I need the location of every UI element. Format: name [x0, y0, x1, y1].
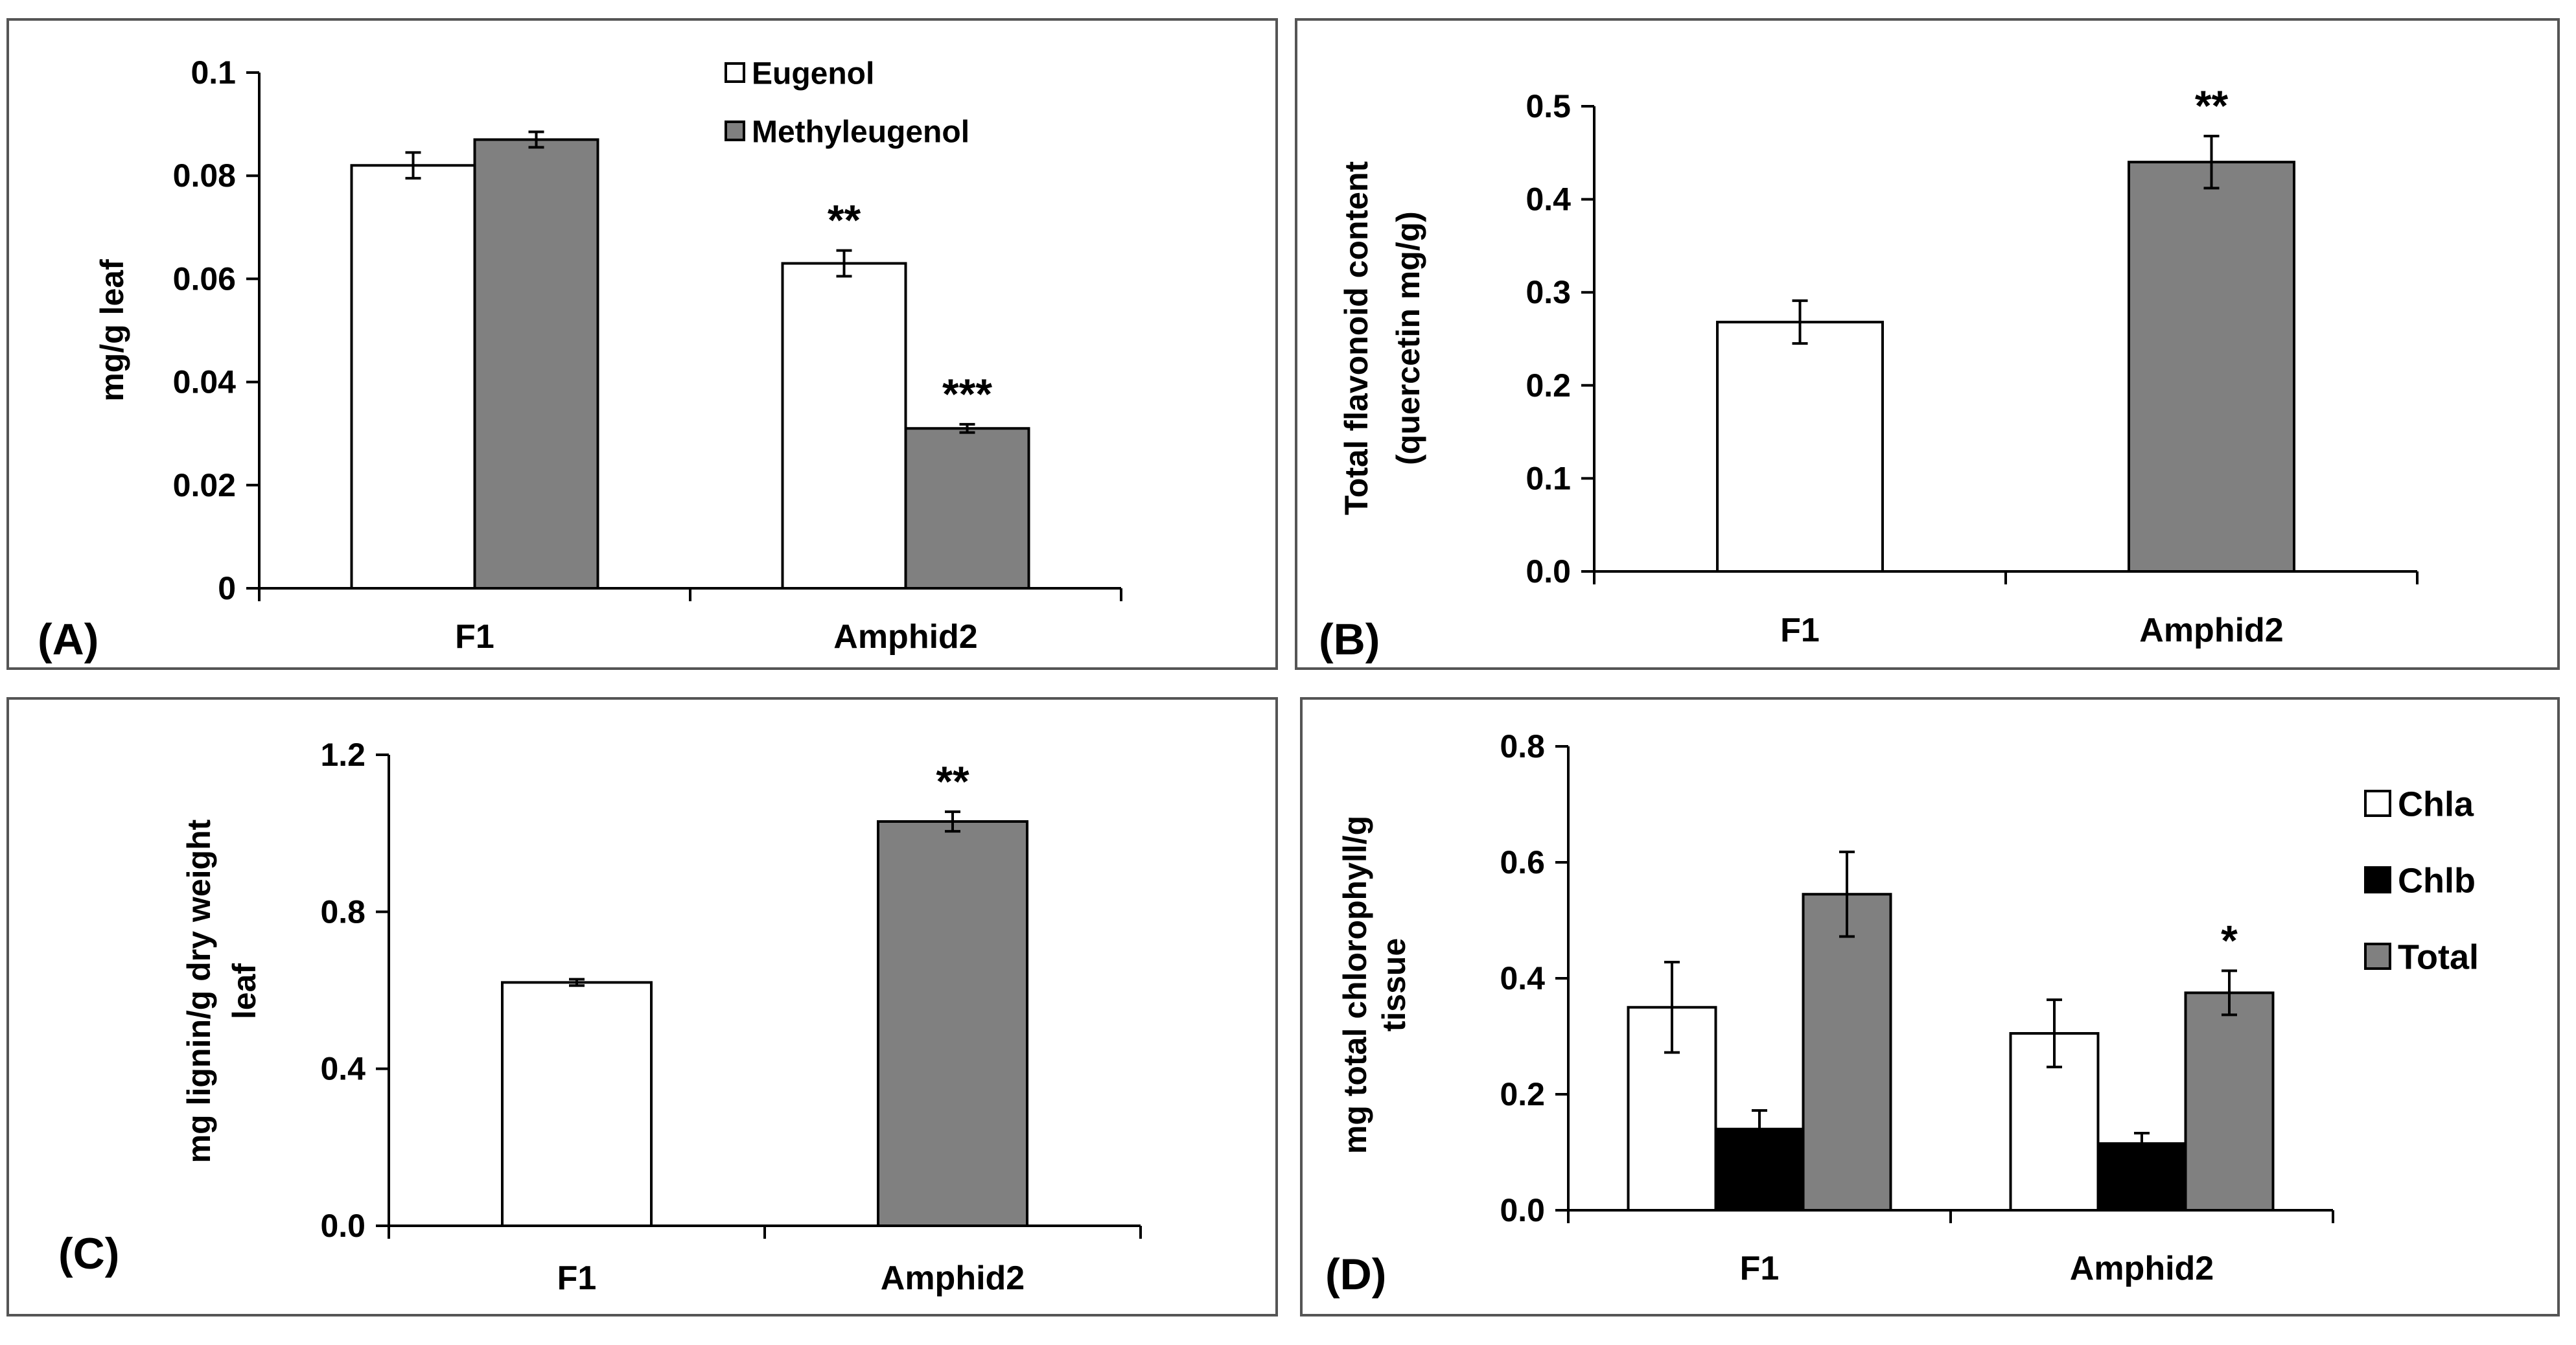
bar: [1716, 321, 1884, 573]
y-tick-label: 0.8: [1500, 728, 1545, 764]
y-tick-label: 0.1: [191, 54, 236, 91]
bar: [1802, 893, 1892, 1212]
legend-label: Eugenol: [752, 56, 874, 91]
y-tick-label: 0.02: [173, 467, 236, 503]
y-tick-label: 0.1: [1526, 460, 1571, 496]
y-tick-label: 0.06: [173, 260, 236, 297]
significance-label: ***: [942, 370, 992, 418]
legend-label: Total: [2398, 937, 2479, 976]
panel-label: (B): [1319, 615, 1380, 664]
y-axis-label: Total flavonoid content: [1338, 161, 1375, 516]
bar: [501, 981, 653, 1227]
y-tick-label: 0.2: [1526, 367, 1571, 404]
legend-swatch: [2364, 790, 2391, 817]
legend-label: Chla: [2398, 785, 2474, 823]
chart-panel-2: 0.0 0.1 0.2 0.3 0.4 0.5 F1 Amphid2 Total flavono…: [1295, 18, 2560, 670]
legend-swatch: [725, 62, 745, 83]
y-axis-label: tissue: [1376, 938, 1412, 1032]
bar: [904, 427, 1030, 590]
legend-swatch: [725, 121, 745, 141]
panel-label: (C): [58, 1229, 119, 1278]
panel-frame: [6, 18, 1278, 670]
panel-frame: [1300, 697, 2560, 1316]
bar: [350, 164, 476, 590]
y-tick-label: 0.08: [173, 157, 236, 194]
y-tick-label: 0.4: [320, 1051, 366, 1087]
chart-panel-3: 0.0 0.4 0.8 1.2 F1 Amphid2 mg lignin/g dry wei…: [6, 697, 1278, 1316]
significance-label: **: [936, 757, 969, 805]
x-tick-label: F1: [557, 1259, 597, 1297]
y-axis-label: (quercetin mg/g): [1390, 211, 1426, 465]
legend: Eugenol Methyleugenol: [725, 56, 969, 149]
x-tick-label: F1: [455, 618, 494, 656]
y-tick-label: 0: [218, 570, 236, 606]
legend-label: Methyleugenol: [752, 115, 969, 149]
x-tick-label: Amphid2: [2139, 612, 2283, 649]
bar: [473, 138, 599, 590]
y-tick-label: 0.4: [1500, 960, 1545, 996]
y-tick-label: 0.8: [320, 893, 366, 930]
y-axis-label: mg/g leaf: [94, 259, 130, 402]
y-tick-label: 0.0: [1526, 553, 1571, 590]
y-tick-label: 0.5: [1526, 88, 1571, 124]
y-tick-label: 0.3: [1526, 274, 1571, 310]
y-tick-label: 0.2: [1500, 1076, 1545, 1112]
y-tick-label: 0.4: [1526, 181, 1571, 218]
panel-frame: [6, 697, 1278, 1316]
legend-label: Chlb: [2398, 861, 2476, 900]
x-tick-label: F1: [1740, 1250, 1780, 1287]
x-tick-label: Amphid2: [881, 1259, 1025, 1297]
y-axis-label: leaf: [226, 963, 262, 1020]
bar: [877, 820, 1028, 1228]
y-tick-label: 0.04: [173, 364, 237, 400]
legend: Chla Chlb Total: [2364, 785, 2479, 976]
y-tick-label: 0.6: [1500, 844, 1545, 880]
y-axis-label: mg total chlorophyll/g: [1337, 816, 1373, 1154]
x-tick-label: Amphid2: [2070, 1250, 2214, 1287]
legend-swatch: [2364, 943, 2391, 970]
panel-label: (A): [38, 615, 99, 664]
significance-label: **: [2195, 82, 2229, 130]
chart-panel-4: 0.0 0.2 0.4 0.6 0.8 F1 Amphid2 mg total chlorop…: [1300, 697, 2560, 1316]
y-tick-label: 0.0: [1500, 1192, 1545, 1228]
panel-frame: [1295, 18, 2560, 670]
significance-label: **: [828, 196, 861, 244]
x-tick-label: F1: [1780, 612, 1820, 649]
chart-panel-1: 0 0.02 0.04 0.06 0.08 0.1 F1 Amphid2 mg/g leaf (A…: [6, 18, 1278, 670]
x-tick-label: Amphid2: [833, 618, 977, 656]
bar: [2184, 991, 2275, 1212]
bar: [2128, 161, 2295, 573]
y-tick-label: 1.2: [320, 737, 366, 773]
bar: [781, 262, 907, 590]
y-tick-label: 0.0: [320, 1208, 366, 1244]
panel-label: (D): [1325, 1250, 1386, 1299]
significance-label: *: [2221, 916, 2238, 964]
y-axis-label: mg lignin/g dry weight: [181, 819, 217, 1163]
legend-swatch: [2364, 866, 2391, 893]
